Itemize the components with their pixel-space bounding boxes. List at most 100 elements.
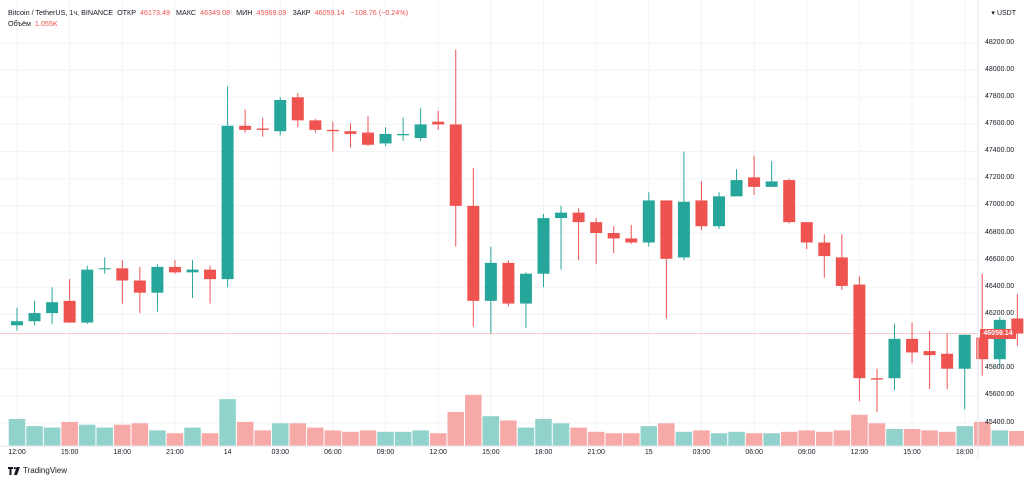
candle-body bbox=[151, 266, 164, 293]
high-value: 46349.08 bbox=[200, 8, 231, 17]
price-tick-label: 48200.00 bbox=[985, 38, 1015, 46]
volume-bar bbox=[658, 423, 675, 446]
volume-bar bbox=[324, 430, 342, 446]
candle-body bbox=[484, 262, 497, 301]
time-tick-label: 15:00 bbox=[482, 449, 500, 456]
price-tick-label: 45600.00 bbox=[985, 391, 1015, 399]
volume-bar bbox=[763, 433, 780, 446]
price-tick-label: 47400.00 bbox=[985, 147, 1015, 155]
candles bbox=[11, 49, 1024, 413]
volume-value: 1.055K bbox=[34, 19, 58, 28]
price-tick-label: 47000.00 bbox=[985, 201, 1015, 209]
candle-body bbox=[625, 238, 638, 243]
volume-bar bbox=[798, 430, 816, 446]
candle-body bbox=[291, 97, 304, 121]
volume-bar bbox=[991, 430, 1009, 446]
candle-body bbox=[555, 212, 568, 219]
candle-body bbox=[239, 125, 252, 130]
time-tick-label: 09:00 bbox=[376, 449, 395, 456]
volume-bar bbox=[307, 427, 324, 446]
close-label: ЗАКР bbox=[292, 8, 311, 17]
candle-body bbox=[748, 177, 761, 187]
candle-body bbox=[502, 262, 515, 304]
high-label: МАКС bbox=[176, 8, 197, 17]
candle-body bbox=[853, 284, 866, 379]
time-tick-label: 03:00 bbox=[692, 449, 711, 456]
price-tick-label: 46600.00 bbox=[985, 255, 1015, 263]
candle-body bbox=[993, 319, 1006, 360]
tradingview-branding[interactable]: TradingView bbox=[8, 466, 67, 475]
candle-body bbox=[98, 268, 111, 270]
candle-body bbox=[81, 269, 94, 323]
grid bbox=[0, 0, 978, 446]
volume-bar bbox=[377, 431, 394, 446]
volume-bar bbox=[728, 431, 745, 446]
time-tick-label: 18:00 bbox=[113, 449, 132, 456]
candle-body bbox=[46, 302, 59, 314]
volume-bar bbox=[833, 430, 851, 446]
volume-bar bbox=[26, 426, 43, 446]
candle-body bbox=[63, 300, 76, 323]
time-tick-label: 14 bbox=[223, 449, 232, 456]
candle-body bbox=[783, 180, 796, 223]
time-tick-label: 06:00 bbox=[324, 449, 342, 456]
time-tick-label: 09:00 bbox=[797, 449, 816, 456]
chevron-down-icon: ▾ bbox=[991, 10, 995, 17]
volume-bar bbox=[236, 421, 254, 446]
candle-body bbox=[958, 334, 971, 369]
candle-body bbox=[572, 212, 585, 223]
volume-bar bbox=[43, 427, 61, 446]
volume-bar bbox=[851, 414, 868, 446]
time-tick-label: 15:00 bbox=[903, 449, 921, 456]
candle-body bbox=[818, 242, 831, 257]
volume-bar bbox=[622, 433, 640, 446]
last-price-badge: 46059.14 bbox=[980, 328, 1016, 339]
candle-body bbox=[28, 313, 41, 322]
candle-body bbox=[186, 269, 199, 273]
candle-body bbox=[274, 100, 287, 132]
volume-label[interactable]: Объём bbox=[8, 19, 31, 28]
volume-bar bbox=[254, 430, 271, 446]
volume-bar bbox=[587, 431, 605, 446]
candle-body bbox=[976, 337, 989, 360]
candle-body bbox=[835, 257, 848, 286]
volume-bars bbox=[8, 394, 1024, 446]
chart-legend: Bitcoin / TetherUS, 1ч, BINANCE ОТКР 4617… bbox=[8, 7, 408, 29]
volume-bar bbox=[570, 427, 587, 446]
candle-body bbox=[397, 133, 410, 136]
volume-bar bbox=[938, 431, 956, 446]
candle-body bbox=[168, 266, 181, 273]
currency-selector[interactable]: ▾ USDT bbox=[991, 9, 1016, 17]
candle-body bbox=[713, 196, 725, 227]
volume-bar bbox=[359, 430, 377, 446]
volume-bar bbox=[745, 433, 763, 446]
volume-bar bbox=[447, 411, 465, 446]
change-value: −108.76 (−0.24%) bbox=[350, 8, 409, 17]
tradingview-logo-icon bbox=[8, 466, 20, 475]
candle-body bbox=[800, 222, 813, 243]
time-tick-label: 21:00 bbox=[166, 449, 184, 456]
volume-bar bbox=[535, 419, 552, 446]
candle-body bbox=[344, 131, 357, 134]
price-tick-label: 46200.00 bbox=[985, 309, 1015, 317]
volume-bar bbox=[605, 433, 622, 446]
volume-bar bbox=[517, 427, 535, 446]
volume-bar bbox=[149, 430, 166, 446]
time-tick-label: 18:00 bbox=[534, 449, 553, 456]
candle-body bbox=[888, 338, 901, 379]
candle-body bbox=[870, 378, 883, 380]
low-label: МИН bbox=[236, 8, 253, 17]
volume-bar bbox=[640, 426, 658, 446]
volume-bar bbox=[78, 424, 96, 446]
currency-label: USDT bbox=[996, 10, 1016, 17]
candle-body bbox=[765, 181, 778, 187]
candle-body bbox=[642, 200, 655, 243]
price-tick-label: 46800.00 bbox=[985, 228, 1015, 236]
time-tick-label: 06:00 bbox=[745, 449, 763, 456]
candle-body bbox=[221, 125, 234, 280]
price-tick-label: 47200.00 bbox=[985, 174, 1015, 182]
price-tick-label: 45800.00 bbox=[985, 364, 1015, 372]
symbol-title[interactable]: Bitcoin / TetherUS, 1ч, BINANCE bbox=[8, 8, 114, 17]
volume-bar bbox=[465, 394, 482, 446]
